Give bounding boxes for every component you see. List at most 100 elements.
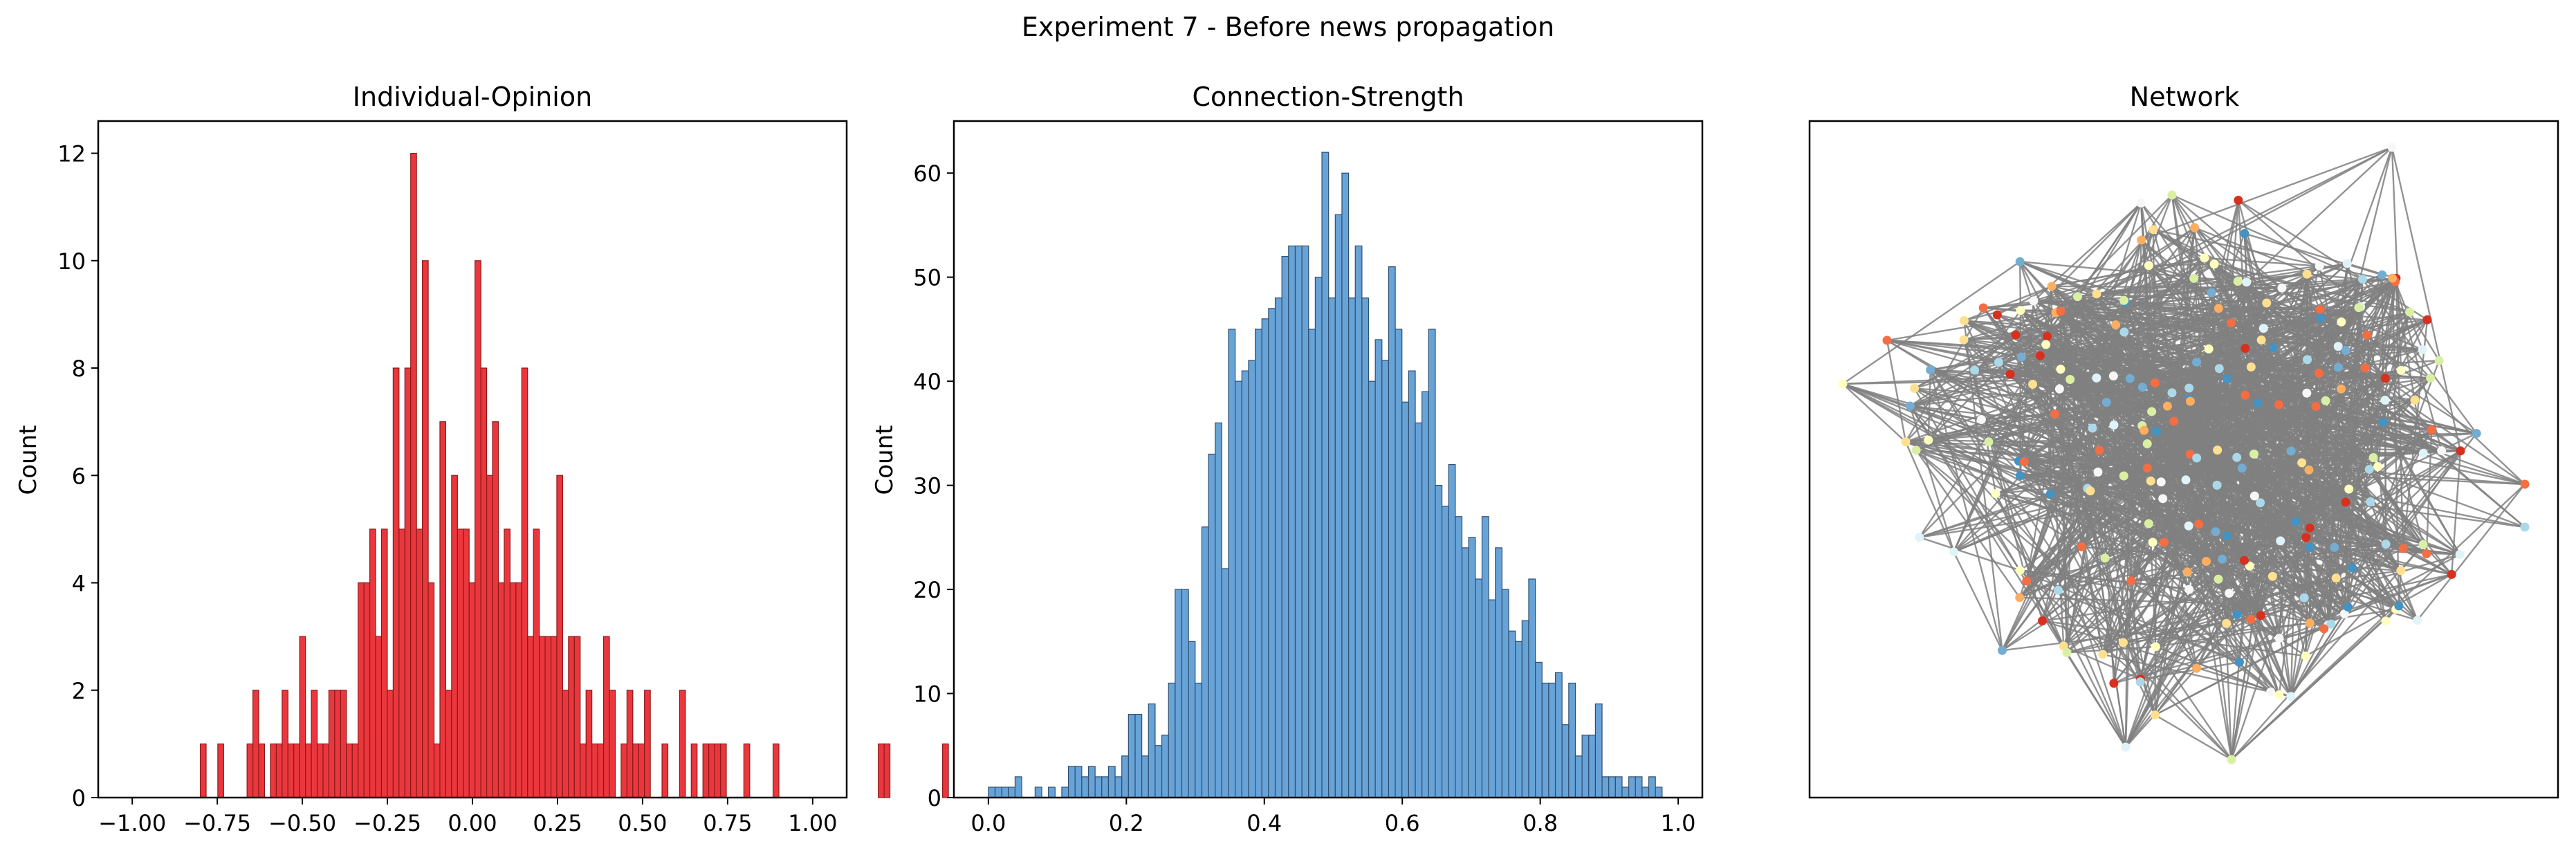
network-node [2301,533,2311,542]
network-node [2418,344,2427,354]
network-edge [2409,311,2440,361]
network-edge [2189,429,2432,591]
network-edge [2290,606,2349,697]
network-title: Network [2130,82,2240,112]
opinion-bar [358,582,365,798]
opinion-bar [404,367,412,798]
network-edge [2384,377,2416,401]
opinion-bar [597,743,605,798]
network-edge [2054,306,2362,415]
network-edge [2278,306,2359,405]
strength-bar [1655,787,1663,798]
network-edge [2060,273,2308,370]
network-edge [2023,378,2131,463]
network-node [2413,616,2422,625]
strength-bar [1428,329,1436,798]
opinion-bar [316,743,324,798]
network-node [2343,603,2353,612]
network-edge [2278,470,2310,695]
network-node [2190,223,2200,232]
network-node [2121,742,2131,752]
network-node [2394,601,2404,611]
network-node [2144,261,2153,270]
strength-bar [1594,703,1603,798]
strength-bar [1301,245,1309,798]
opinion-panel: Individual-Opinion Count 0 2 4 6 8 10 12 −1.00… [15,82,949,836]
network-edge [1998,361,2189,527]
strength-ytick-label: 50 [913,265,941,291]
opinion-bar [550,636,558,798]
network-node [2225,589,2234,598]
opinion-bar [591,743,598,798]
network-node [2301,651,2310,661]
network-nodes [1838,142,2530,764]
strength-bar [1208,453,1216,798]
network-node [2119,471,2128,481]
network-node [2258,324,2268,333]
network-edge [2123,475,2262,616]
network-node [2192,453,2202,463]
network-edge [2241,467,2349,608]
network-node [1978,303,1988,313]
strength-bar [1408,370,1416,798]
opinion-ylabel: Count [15,425,42,495]
opinion-plot-frame [97,120,848,799]
network-edge [2046,336,2065,646]
network-edge [1996,314,2452,576]
network-node [2354,303,2364,313]
strength-panel: Connection-Strength Count 0102030405060 … [871,82,1704,836]
strength-xtick-label: 0.0 [970,810,1006,836]
opinion-bar [480,367,488,798]
network-edge [2125,301,2308,394]
network-node [2249,449,2258,459]
network-node [2306,542,2315,552]
strength-bar [1328,297,1336,798]
network-node [2200,253,2209,263]
opinion-bar [463,528,470,798]
network-edge [2194,227,2411,313]
network-edge [2066,652,2127,748]
network-node [2233,277,2243,286]
opinion-xtick-label: −0.50 [268,810,336,836]
network-node [2305,618,2315,628]
strength-bar [1188,641,1196,798]
opinion-bar [661,743,669,798]
network-node [2314,369,2324,378]
network-node [2213,445,2223,455]
strength-bar [1574,755,1583,798]
network-edge [2045,343,2374,459]
strength-bar [1314,277,1323,798]
strength-bar [1121,755,1129,798]
network-edge [1996,314,2370,470]
network-edge [2344,360,2440,614]
network-edge [2018,460,2526,486]
strength-bar [1107,766,1116,798]
network-node [2447,569,2456,579]
strength-bar [1568,682,1576,798]
figure-suptitle: Experiment 7 - Before news propagation [1022,12,1554,42]
network-edge [2231,605,2400,760]
strength-bar [1442,506,1449,798]
opinion-bar [398,528,405,798]
network-node [2418,540,2428,549]
opinion-bar [416,528,423,798]
network-node [2125,374,2135,383]
strength-yaxis: 0 10 20 30 40 50 60 [913,160,954,811]
network-edge [2106,402,2189,573]
opinion-ytick-label: 8 [72,356,86,382]
network-node [2315,261,2324,271]
network-edge [1886,340,1907,442]
strength-bar [1554,672,1563,798]
network-node [2207,288,2216,297]
network-node [2341,497,2350,507]
strength-bar [1094,776,1103,798]
strength-title: Connection-Strength [1192,82,1464,112]
strength-bar [1401,401,1409,798]
network-edge [2226,378,2281,638]
network-edge [1996,314,2106,559]
network-edge [2189,453,2371,503]
network-node [2341,346,2350,356]
strength-bar [1435,485,1443,798]
network-node [2146,476,2155,486]
